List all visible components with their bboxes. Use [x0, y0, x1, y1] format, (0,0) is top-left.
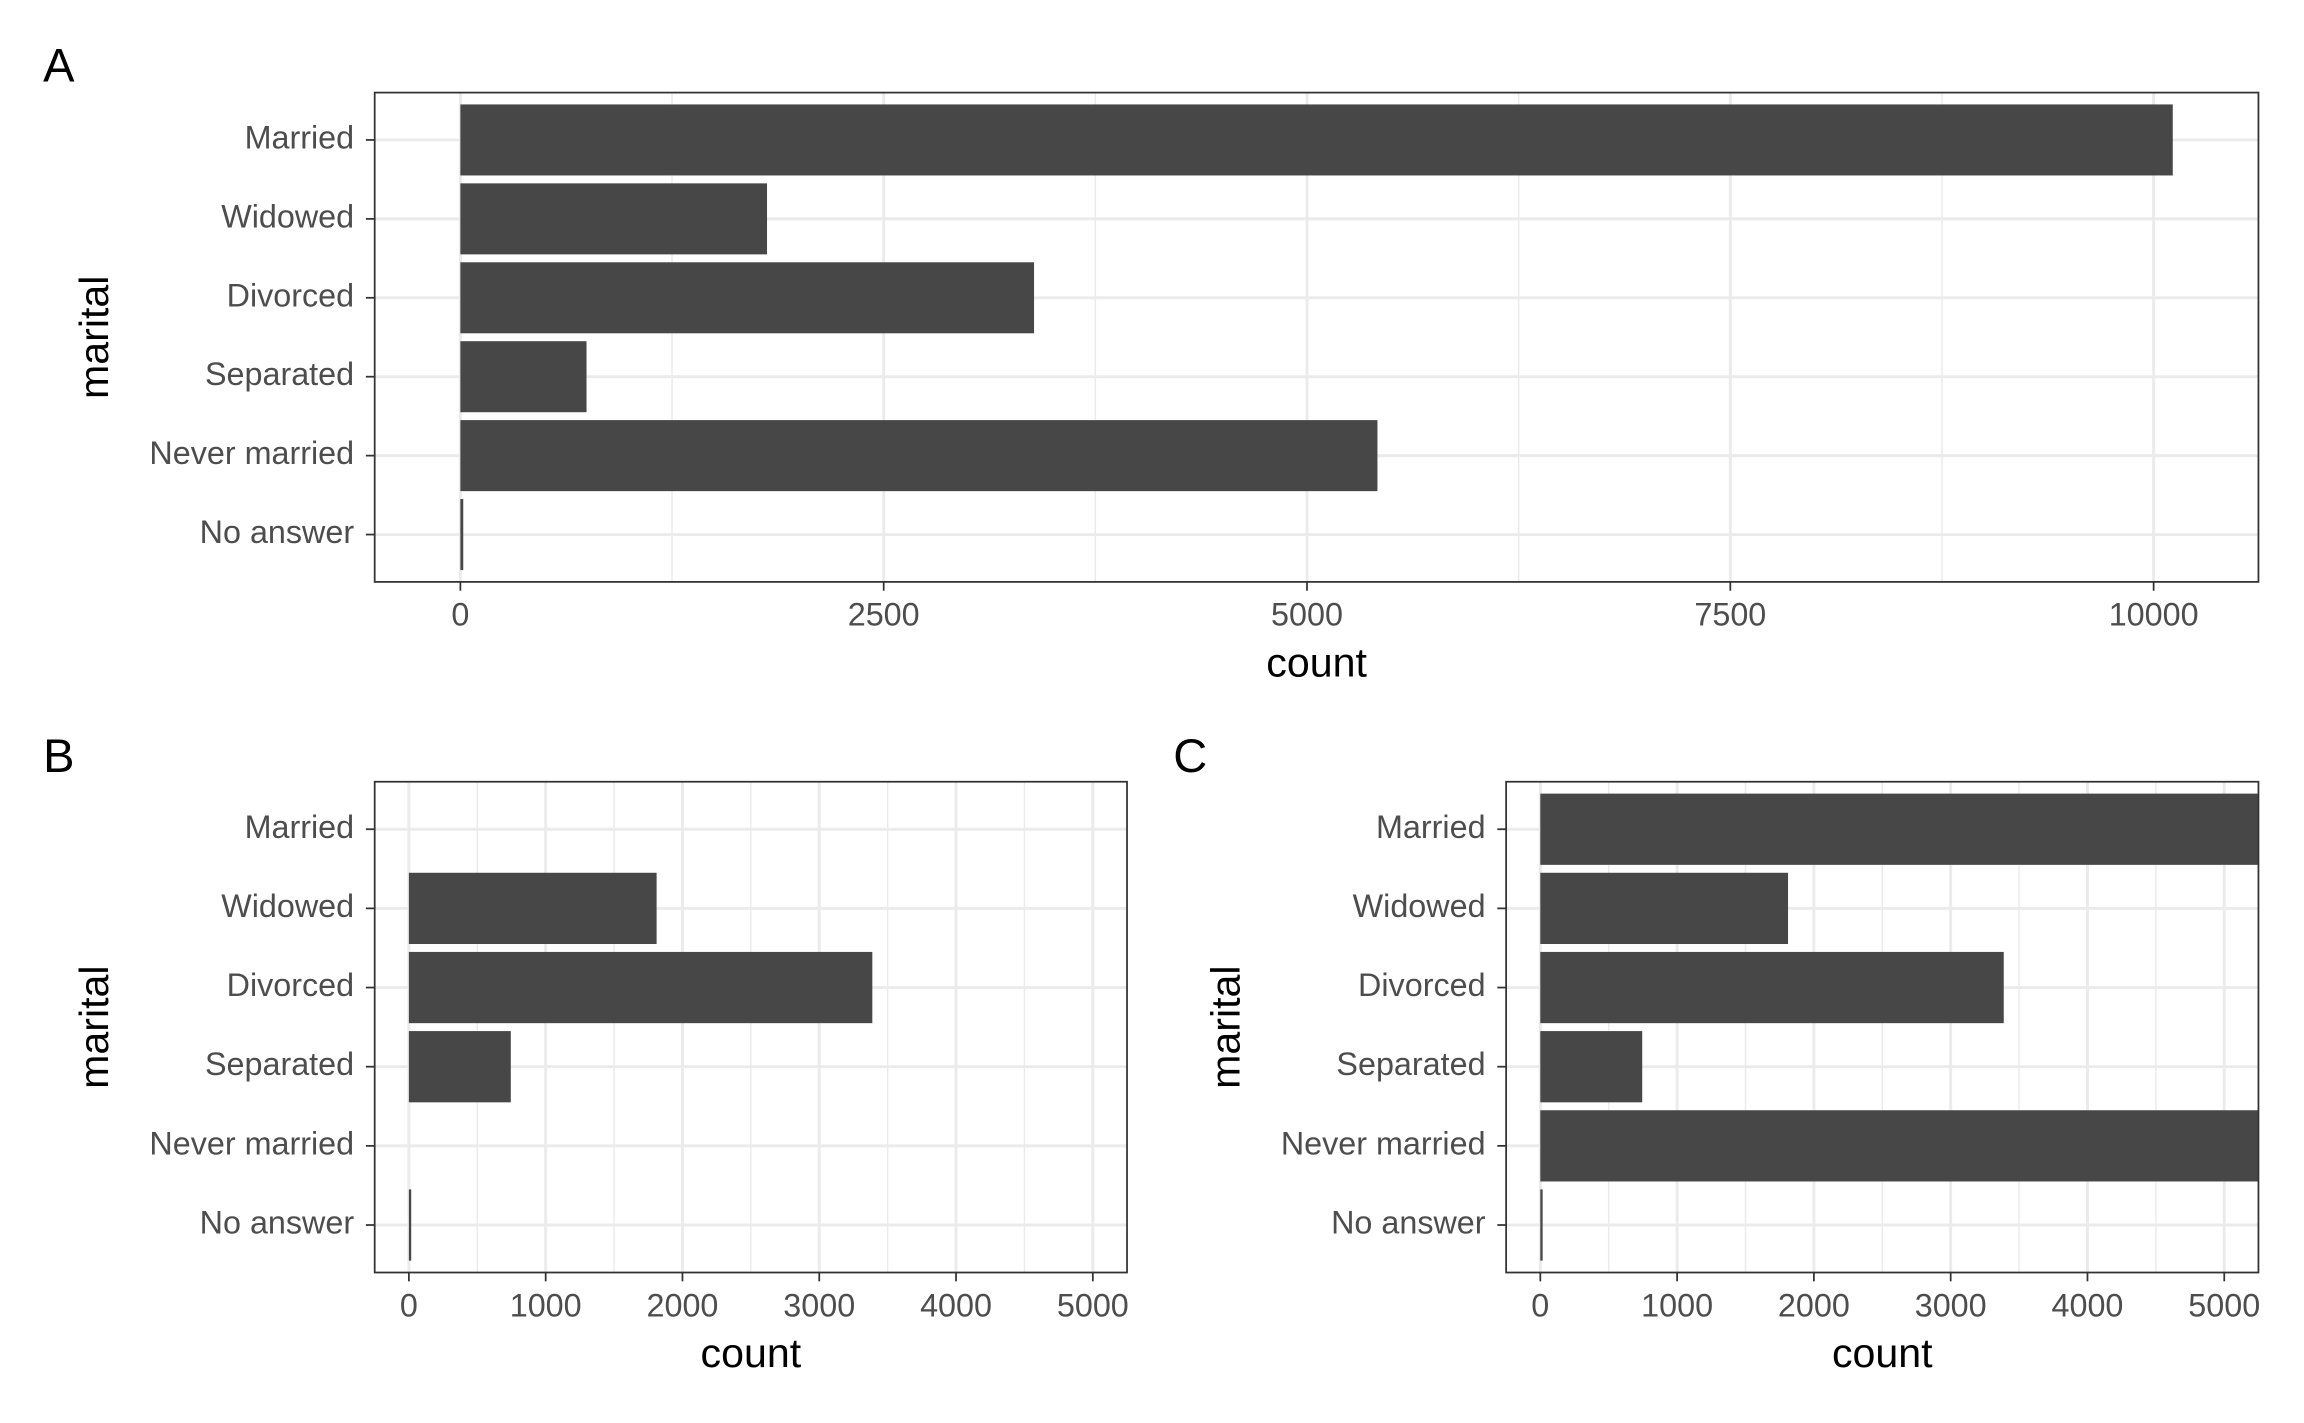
y-tick-label: Married [245, 809, 355, 845]
y-tick-label: Never married [149, 435, 354, 471]
y-tick-label: No answer [200, 514, 355, 550]
y-tick-label: Divorced [227, 967, 354, 1003]
x-tick-label: 3000 [783, 1287, 855, 1323]
x-tick-label: 2000 [1778, 1287, 1850, 1323]
x-tick-label: 7500 [1694, 597, 1766, 633]
bar [1540, 1031, 1643, 1103]
y-tick-label: Married [245, 119, 355, 155]
x-tick-label: 1000 [1641, 1287, 1713, 1323]
y-axis-title: marital [71, 965, 117, 1088]
y-tick-label: Separated [205, 356, 354, 392]
x-tick-label: 3000 [1915, 1287, 1987, 1323]
x-tick-label: 5000 [1271, 597, 1343, 633]
y-tick-label: No answer [1331, 1205, 1486, 1241]
x-tick-label: 4000 [2052, 1287, 2124, 1323]
y-tick-label: No answer [200, 1205, 355, 1241]
x-tick-label: 2500 [848, 597, 920, 633]
x-tick-label: 5000 [2188, 1287, 2260, 1323]
x-tick-label: 0 [1531, 1287, 1549, 1323]
x-tick-label: 2000 [647, 1287, 719, 1323]
x-tick-label: 0 [451, 597, 469, 633]
bar [460, 420, 1378, 492]
bar [408, 1189, 412, 1261]
x-tick-label: 5000 [1057, 1287, 1129, 1323]
panel-border [373, 780, 1128, 1274]
y-tick-label: Married [1376, 809, 1486, 845]
panel-tag: C [1173, 729, 1207, 782]
y-tick-label: Widowed [221, 198, 354, 234]
bar [1540, 951, 2004, 1024]
panel: 0 1000 2000 3000 4000 5000 Married Widowed Divor… [43, 729, 1129, 1376]
y-tick-label: Separated [205, 1046, 354, 1082]
y-axis-title: marital [71, 276, 117, 399]
x-axis-title: count [1832, 1330, 1933, 1376]
bar [1540, 872, 1789, 945]
bar [460, 104, 2173, 176]
bar [408, 951, 873, 1024]
panel: 0 2500 5000 7500 10000 Married Widowed Divorced… [43, 39, 2260, 686]
x-tick-label: 4000 [920, 1287, 992, 1323]
y-tick-label: Widowed [221, 888, 354, 924]
bar [408, 1031, 511, 1103]
panel-border [1505, 780, 2260, 1274]
y-axis-title: marital [1202, 965, 1248, 1088]
panel-border [373, 91, 2260, 583]
bar [460, 341, 587, 413]
x-tick-label: 10000 [2109, 597, 2199, 633]
bar [1540, 1189, 1543, 1261]
y-tick-label: Never married [149, 1125, 354, 1161]
bar [460, 262, 1035, 334]
bar [460, 499, 464, 571]
panel: 0 1000 2000 3000 4000 5000 Married Widowed Divor… [1173, 729, 2260, 1376]
y-tick-label: Separated [1336, 1046, 1485, 1082]
x-axis-title: count [1266, 640, 1367, 686]
bars [1540, 793, 2259, 1261]
y-tick-label: Divorced [1358, 967, 1486, 1003]
y-tick-label: Widowed [1353, 888, 1486, 924]
bar [460, 183, 768, 255]
x-tick-label: 0 [400, 1287, 418, 1323]
y-tick-label: Divorced [227, 277, 354, 313]
x-tick-label: 1000 [510, 1287, 582, 1323]
panel-tag: B [43, 729, 74, 782]
bar [1540, 1110, 2259, 1182]
panel-tag: A [43, 39, 75, 92]
y-tick-label: Never married [1281, 1125, 1486, 1161]
bar [408, 872, 657, 945]
x-axis-title: count [701, 1330, 802, 1376]
bar [1540, 793, 2259, 865]
